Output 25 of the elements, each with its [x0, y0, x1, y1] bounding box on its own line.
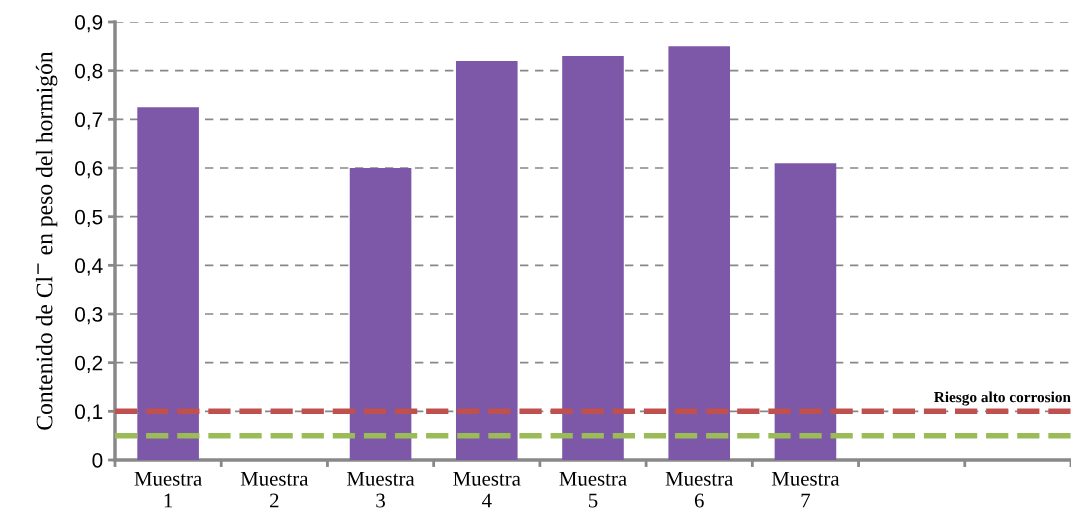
- y-tick-label: 0,6: [75, 161, 103, 179]
- y-axis-title: Contenido de Cl$^{−}$ en peso del hormigón: [35, 51, 58, 430]
- y-tick-label: 0,8: [75, 63, 103, 81]
- x-tick-label: Muestra 2: [240, 471, 309, 508]
- y-tick-label: 0,7: [75, 112, 103, 130]
- bar: [349, 168, 412, 460]
- x-tick-label: Muestra 4: [453, 471, 521, 508]
- ref-line-label: Riesgo alto corrosion: [934, 391, 1071, 406]
- y-tick-label: 0,3: [75, 307, 103, 325]
- y-tick-label: 0,5: [75, 209, 103, 227]
- x-tick-label: Muestra 3: [347, 471, 415, 508]
- x-tick-label: Muestra 6: [665, 471, 734, 508]
- x-tick-label: Muestra 1: [134, 471, 202, 508]
- y-tick-label: 0,2: [75, 355, 103, 373]
- bar: [774, 163, 837, 460]
- y-tick-label: 0,4: [75, 258, 103, 276]
- bar: [137, 107, 199, 460]
- x-tick-label: Muestra 5: [559, 471, 627, 508]
- bar: [668, 46, 731, 460]
- x-tick-label: Muestra 7: [771, 471, 840, 508]
- bar: [562, 56, 624, 460]
- y-tick-label: 0,1: [75, 404, 103, 422]
- bar: [455, 60, 518, 460]
- y-tick-label: 0,9: [75, 15, 103, 33]
- y-tick-label: 0: [92, 453, 103, 468]
